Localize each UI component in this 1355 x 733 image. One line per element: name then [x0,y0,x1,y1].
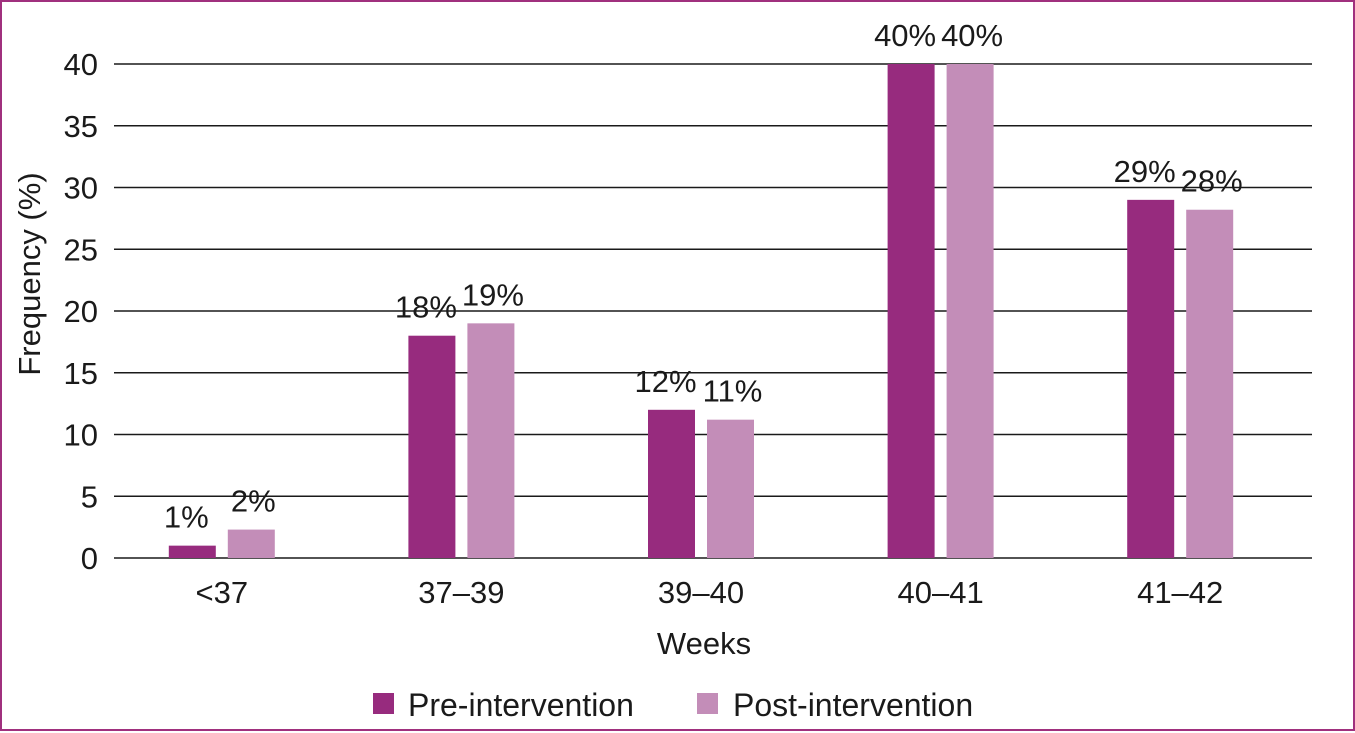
y-tick-label: 25 [64,232,98,267]
data-label: 12% [634,364,696,399]
x-tick-label: 41–42 [1137,575,1223,610]
x-tick-label: 37–39 [418,575,504,610]
data-label: 28% [1181,164,1243,199]
bar-pre-intervention [408,335,456,558]
bar-post-intervention [946,64,994,558]
bar-post-intervention [227,529,275,558]
data-label: 40% [941,18,1003,53]
bar-pre-intervention [168,545,216,558]
x-axis-ticks: <37 37–39 39–40 40–41 41–42 [196,575,1224,610]
data-label: 40% [874,18,936,53]
legend-label-post: Post-intervention [733,687,973,723]
bar-post-intervention [467,323,515,558]
data-label: 11% [703,374,763,409]
data-label: 29% [1114,154,1176,189]
data-label: 19% [462,277,524,312]
y-tick-label: 40 [64,47,98,82]
data-labels: 1% 2% 18% 19% 12% 11% 40% 40% 29% 28% [164,18,1243,535]
y-tick-label: 15 [64,356,98,391]
bar-pre-intervention [887,64,935,558]
bars [168,64,1234,559]
y-tick-label: 30 [64,171,98,206]
legend: Pre-intervention Post-intervention [373,687,973,723]
data-label: 1% [164,500,209,535]
bar-pre-intervention [648,409,695,558]
gridlines [114,63,1312,559]
y-tick-label: 35 [64,109,98,144]
x-tick-label: 39–40 [658,575,744,610]
x-tick-label: <37 [196,575,249,610]
y-tick-label: 10 [64,418,98,453]
x-axis-title: Weeks [657,626,751,661]
y-tick-label: 20 [64,294,98,329]
legend-label-pre: Pre-intervention [408,687,634,723]
y-tick-label: 0 [81,541,98,576]
y-tick-label: 5 [81,479,98,514]
y-axis-title: Frequency (%) [12,172,47,375]
x-tick-label: 40–41 [897,575,983,610]
legend-swatch-post [697,693,718,714]
bar-post-intervention [707,419,754,558]
bar-post-intervention [1186,209,1234,559]
legend-swatch-pre [373,693,394,714]
bar-pre-intervention [1127,199,1175,558]
data-label: 2% [231,484,276,519]
data-label: 18% [395,290,457,325]
y-axis-ticks: 0 5 10 15 20 25 30 35 40 [64,47,98,576]
